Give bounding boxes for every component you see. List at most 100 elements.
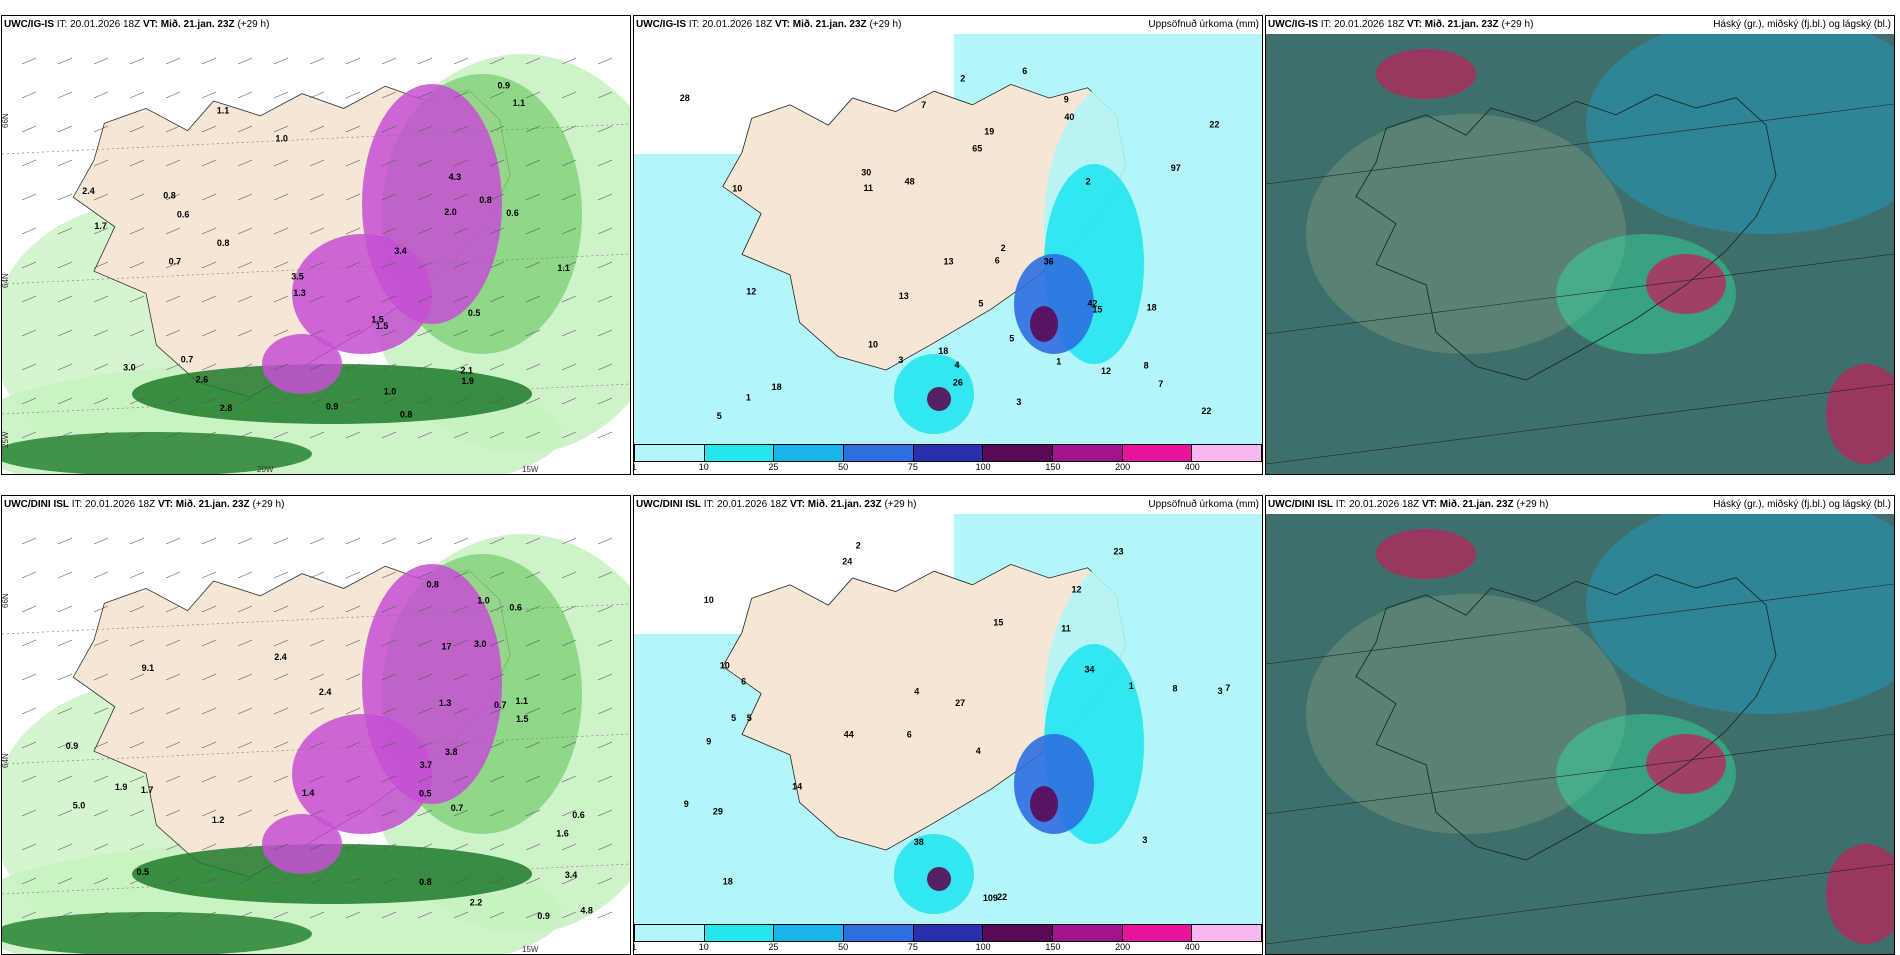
precip-value: 1.4	[302, 788, 315, 798]
wind-barb	[93, 431, 109, 439]
wind-barb	[561, 431, 577, 439]
accum-value: 3	[1142, 835, 1147, 845]
precip-value: 1.6	[556, 828, 569, 838]
wind-barb	[57, 639, 73, 647]
accum-value: 38	[914, 837, 924, 847]
legend-tick: 10	[698, 942, 709, 952]
accum-value: 6	[1022, 66, 1027, 76]
accum-value: 9	[684, 799, 689, 809]
precip-value: 1.1	[516, 696, 529, 706]
wind-barb	[381, 707, 397, 715]
wind-barb	[21, 57, 37, 65]
wind-barb	[597, 571, 613, 579]
wind-barb	[273, 741, 289, 749]
legend-tick: 75	[907, 462, 918, 472]
wind-barb	[129, 125, 145, 133]
wind-barb	[129, 877, 145, 885]
wind-barb	[273, 571, 289, 579]
wind-barb	[93, 605, 109, 613]
wind-barb	[57, 707, 73, 715]
wind-barb	[417, 91, 433, 99]
field-blob	[1030, 786, 1058, 822]
wind-barb	[21, 227, 37, 235]
panel-header: UWC/DINI ISL IT: 20.01.2026 18Z VT: Mið.…	[4, 499, 285, 510]
wind-barb	[597, 809, 613, 817]
accum-value: 13	[899, 291, 909, 301]
accum-value: 11	[1061, 624, 1071, 634]
wind-barb	[417, 227, 433, 235]
wind-barb	[561, 741, 577, 749]
wind-barb	[237, 125, 253, 133]
precip-value: 3.8	[445, 747, 458, 757]
wind-barb	[489, 673, 505, 681]
wind-barb	[57, 57, 73, 65]
accum-value: 4	[955, 360, 960, 370]
precip-value: 17	[442, 641, 452, 651]
wind-barb	[129, 91, 145, 99]
wind-barb	[201, 57, 217, 65]
wind-barb	[381, 571, 397, 579]
field-blob	[1030, 306, 1058, 342]
wind-barb	[345, 605, 361, 613]
wind-barb	[21, 843, 37, 851]
accum-value: 30	[861, 168, 871, 178]
wind-barb	[21, 707, 37, 715]
wind-barb	[417, 397, 433, 405]
precip-value: 5.0	[73, 801, 86, 811]
wind-barb	[93, 571, 109, 579]
legend-tick: 25	[768, 942, 779, 952]
accum-value: 11	[864, 183, 874, 193]
wind-barb	[129, 261, 145, 269]
snow-area	[262, 814, 342, 874]
wind-barb	[417, 261, 433, 269]
legend-tick: 75	[907, 942, 918, 952]
field-blob	[2, 432, 312, 474]
wind-barb	[165, 537, 181, 545]
wind-barb	[525, 843, 541, 851]
high-cloud-core	[1376, 529, 1476, 579]
wind-barb	[561, 295, 577, 303]
accum-value: 3	[1218, 686, 1223, 696]
wind-barb	[381, 159, 397, 167]
field-blob	[132, 844, 532, 904]
precip-value: 0.8	[400, 410, 413, 420]
precip-value: 4.8	[580, 906, 593, 916]
precip-value: 1.2	[212, 815, 225, 825]
wind-barb	[273, 159, 289, 167]
wind-barb	[57, 397, 73, 405]
wind-barb	[237, 261, 253, 269]
wind-barb	[417, 125, 433, 133]
wind-barb	[381, 639, 397, 647]
wind-barb	[273, 605, 289, 613]
wind-barb	[345, 537, 361, 545]
precip-value: 3.0	[123, 363, 136, 373]
wind-barb	[561, 193, 577, 201]
wind-barb	[381, 605, 397, 613]
wind-barb	[597, 227, 613, 235]
wind-barb	[273, 125, 289, 133]
wind-barb	[489, 91, 505, 99]
precip-value: 2.0	[444, 207, 457, 217]
legend-tick: 1	[634, 942, 637, 952]
precip-value: 0.9	[326, 402, 339, 412]
wind-barb	[165, 639, 181, 647]
wind-barb	[345, 809, 361, 817]
wind-barb	[165, 261, 181, 269]
wind-barb	[489, 295, 505, 303]
precip-map: 0.5 0.6 0.7 1.6 0.8 3.0 1.1 2.4 3.4 2.2 3.8 3.7 5.0 0…	[2, 514, 630, 954]
accum-value: 22	[997, 892, 1007, 902]
wind-barb	[561, 227, 577, 235]
graticule-line	[1266, 253, 1894, 335]
legend-swatch	[703, 444, 774, 462]
precip-value: 2.8	[220, 403, 233, 413]
wind-barb	[489, 125, 505, 133]
wind-barb	[21, 431, 37, 439]
wind-barb	[201, 911, 217, 919]
wind-barb	[201, 227, 217, 235]
legend-swatch	[1121, 444, 1192, 462]
wind-barb	[93, 261, 109, 269]
wind-barb	[453, 537, 469, 545]
wind-barb	[381, 363, 397, 371]
wind-barb	[165, 431, 181, 439]
wind-barb	[93, 363, 109, 371]
